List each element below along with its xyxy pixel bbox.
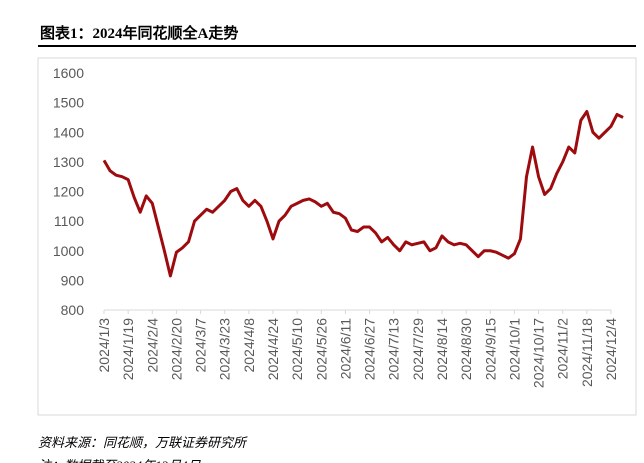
x-tick-label: 2024/3/23: [217, 318, 233, 380]
x-tick-label: 2024/11/18: [579, 318, 595, 387]
x-tick-label: 2024/12/4: [603, 318, 619, 380]
x-tick-label: 2024/6/27: [362, 318, 378, 380]
y-tick-label: 900: [61, 272, 85, 288]
y-tick-label: 1200: [53, 184, 84, 200]
x-tick-label: 2024/2/20: [168, 318, 184, 380]
x-tick-label: 2024/9/15: [482, 318, 498, 380]
line-series: [102, 110, 624, 278]
y-tick-label: 1300: [53, 154, 84, 170]
x-tick-label: 2024/4/24: [265, 318, 281, 380]
y-tick-label: 1100: [54, 213, 84, 229]
x-tick-label: 2024/3/7: [193, 318, 209, 373]
y-tick-label: 1600: [53, 65, 84, 81]
x-tick-label: 2024/8/14: [434, 318, 450, 380]
x-tick-label: 2024/2/4: [144, 318, 160, 373]
title-rule: [38, 45, 636, 47]
x-tick-label: 2024/7/13: [386, 318, 402, 380]
source: 资料来源：同花顺，万联证券研究所: [38, 435, 247, 450]
chart-title: 图表1：2024年同花顺全A走势: [40, 26, 239, 42]
x-tick-label: 2024/4/8: [241, 318, 257, 373]
y-tick-label: 1000: [53, 243, 84, 259]
chart-frame: [37, 57, 637, 416]
x-tick-label: 2024/5/26: [313, 318, 329, 380]
x-tick-label: 2024/10/17: [531, 318, 547, 388]
x-tick-label: 2024/1/3: [96, 318, 112, 373]
x-tick-label: 2024/1/19: [120, 318, 136, 380]
x-tick-label: 2024/7/29: [410, 318, 426, 380]
x-tick-label: 2024/8/30: [458, 318, 474, 380]
y-tick-label: 1500: [53, 95, 84, 111]
y-tick-label: 1400: [53, 124, 84, 140]
x-tick-label: 2024/10/1: [506, 318, 522, 380]
y-tick-label: 800: [61, 302, 85, 318]
note: 注：数据截至2024年12月4日: [38, 455, 201, 463]
x-tick-label: 2024/11/2: [555, 318, 571, 379]
x-tick-label: 2024/5/10: [289, 318, 305, 380]
x-tick-label: 2024/6/11: [337, 318, 353, 379]
